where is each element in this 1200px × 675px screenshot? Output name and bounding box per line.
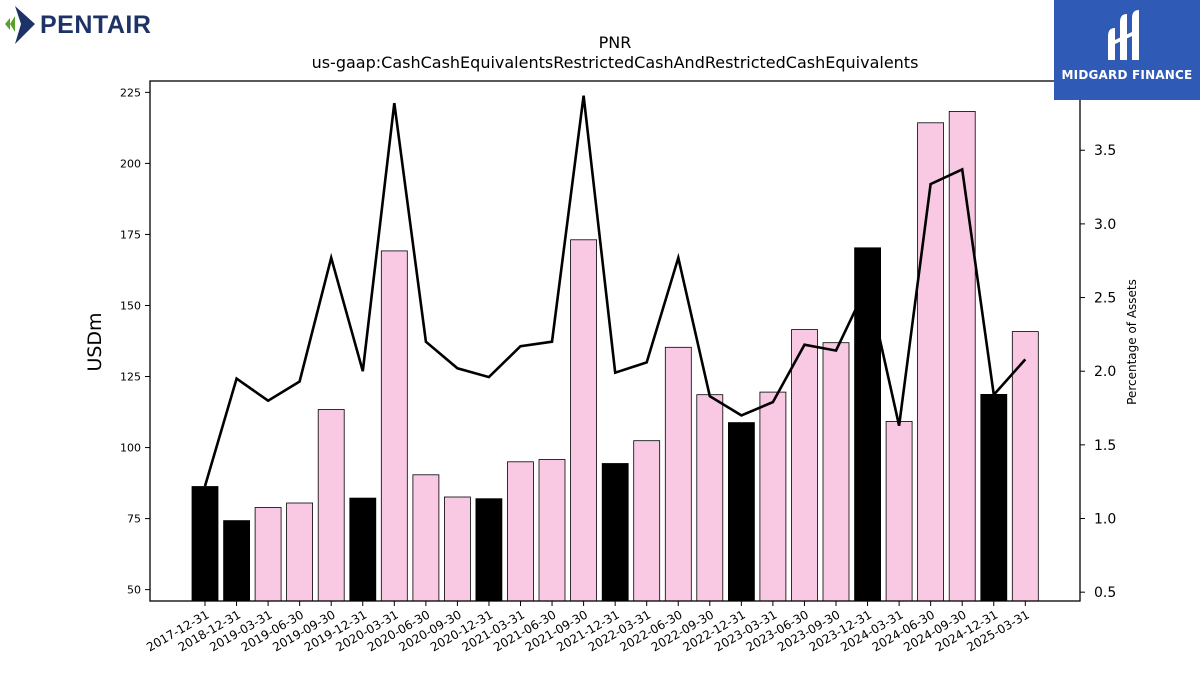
bar-2021-09-30 xyxy=(570,239,597,602)
bar-2023-03-31 xyxy=(759,391,787,602)
percentage-series-line xyxy=(203,95,1027,487)
y2-tick-label: 2.0 xyxy=(1094,364,1116,380)
y2-tick-label: 1.0 xyxy=(1094,512,1116,528)
bar-2017-12-31 xyxy=(191,486,219,602)
bar-2020-03-31 xyxy=(380,250,408,602)
chart-subtitle: us-gaap:CashCashEquivalentsRestrictedCas… xyxy=(312,53,919,72)
midgard-logo-text: MIDGARD FINANCE xyxy=(1061,68,1193,82)
y2-tick-label: 3.5 xyxy=(1094,143,1116,159)
bar-2024-12-31 xyxy=(980,393,1008,602)
bar-2022-03-31 xyxy=(633,440,661,602)
y2-tick-label: 0.5 xyxy=(1094,585,1116,601)
bar-2019-12-31 xyxy=(349,497,377,602)
pentair-logo: PENTAIR xyxy=(5,6,151,44)
y-tick-label: 75 xyxy=(127,513,141,526)
y-tick-label: 150 xyxy=(120,299,141,312)
logo-mark-green-mid xyxy=(10,16,15,32)
y-tick-label: 225 xyxy=(120,86,141,99)
midgard-finance-logo: MIDGARD FINANCE xyxy=(1054,0,1200,100)
bar-2021-03-31 xyxy=(507,461,534,602)
bar-2022-06-30 xyxy=(664,346,692,602)
bar-2024-09-30 xyxy=(948,111,976,602)
bar-2024-03-31 xyxy=(885,420,913,602)
y2-tick-label: 1.5 xyxy=(1094,438,1116,454)
bar-2020-09-30 xyxy=(443,496,471,602)
y2-tick-label: 2.5 xyxy=(1094,291,1116,307)
bar-2025-03-31 xyxy=(1011,331,1039,602)
y-tick-label: 200 xyxy=(120,157,141,170)
bar-2019-06-30 xyxy=(286,502,314,602)
pentair-logo-text: PENTAIR xyxy=(40,11,151,39)
bar-2022-12-31 xyxy=(728,422,755,602)
midgard-mark-icon xyxy=(1108,10,1139,60)
y-tick-label: 100 xyxy=(120,442,141,455)
logo-mark-green-left xyxy=(5,18,10,30)
bars xyxy=(191,111,1039,602)
bar-2020-06-30 xyxy=(412,474,440,602)
bar-2021-06-30 xyxy=(538,459,566,602)
chart-title: PNR xyxy=(599,33,632,52)
y2-axis-label: Percentage of Assets xyxy=(1125,279,1139,405)
bar-2018-12-31 xyxy=(223,520,251,602)
percentage-line xyxy=(203,95,1027,487)
bar-2021-12-31 xyxy=(601,463,629,602)
bar-2023-06-30 xyxy=(791,329,818,602)
y2-tick-label: 3.0 xyxy=(1094,217,1116,233)
bar-2020-12-31 xyxy=(475,498,503,602)
logo-mark-navy xyxy=(15,6,35,44)
bar-2019-03-31 xyxy=(254,507,282,602)
bar-2022-09-30 xyxy=(696,394,724,602)
bar-2023-12-31 xyxy=(854,247,881,602)
bar-2019-09-30 xyxy=(317,409,345,602)
y-tick-label: 50 xyxy=(127,584,141,597)
bar-2024-06-30 xyxy=(917,122,944,602)
bar-2023-09-30 xyxy=(822,342,850,602)
y-tick-label: 125 xyxy=(120,371,141,384)
y-axis-label: USDm xyxy=(84,312,106,371)
y-tick-label: 175 xyxy=(120,228,141,241)
